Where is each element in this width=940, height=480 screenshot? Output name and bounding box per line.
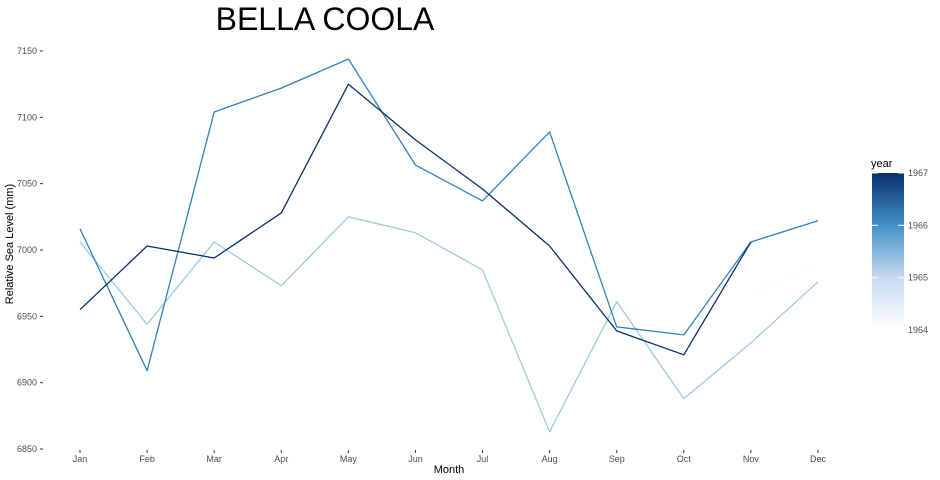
y-tick-label: 7100 [17, 112, 37, 122]
series-line-1967 [79, 83, 752, 356]
y-tick-label: 7150 [17, 46, 37, 56]
series-line-1965 [79, 216, 819, 433]
x-axis: Jan Feb Mar Apr May Jun Jul Aug Sep Oct Nov Dec [73, 450, 827, 464]
x-tick-label: Jul [477, 454, 489, 464]
x-tick-label: May [340, 454, 358, 464]
legend-tick-label: 1964 [908, 325, 928, 335]
x-tick-label: Mar [206, 454, 222, 464]
legend-colorbar [872, 173, 904, 330]
x-tick-label: Jan [73, 454, 88, 464]
x-axis-title: Month [434, 464, 465, 476]
series-line-1966 [79, 58, 819, 372]
x-tick-label: Sep [609, 454, 625, 464]
y-axis-title: Relative Sea Level (mm) [4, 184, 16, 304]
x-tick-label: Feb [139, 454, 155, 464]
series-line-1964 [750, 262, 819, 296]
y-tick-label: 6850 [17, 444, 37, 454]
series-layer [79, 58, 819, 433]
chart-title: BELLA COOLA [216, 1, 435, 37]
legend-title: year [871, 158, 893, 170]
y-axis: 6850 6900 6950 7000 7050 7100 7150 [17, 46, 43, 454]
legend-tick-label: 1966 [908, 220, 928, 230]
y-tick-label: 7050 [17, 179, 37, 189]
legend-ticks: 1964 1965 1966 1967 [872, 168, 928, 335]
x-tick-label: Oct [677, 454, 692, 464]
y-tick-label: 7000 [17, 245, 37, 255]
legend-tick-label: 1967 [908, 168, 928, 178]
y-tick-label: 6950 [17, 311, 37, 321]
y-tick-label: 6900 [17, 378, 37, 388]
legend: year 1964 1965 1966 1967 [871, 158, 928, 335]
x-tick-label: Dec [810, 454, 827, 464]
legend-tick-label: 1965 [908, 273, 928, 283]
x-tick-label: Nov [743, 454, 760, 464]
x-tick-label: Jun [408, 454, 423, 464]
x-tick-label: Aug [542, 454, 558, 464]
x-tick-label: Apr [274, 454, 288, 464]
